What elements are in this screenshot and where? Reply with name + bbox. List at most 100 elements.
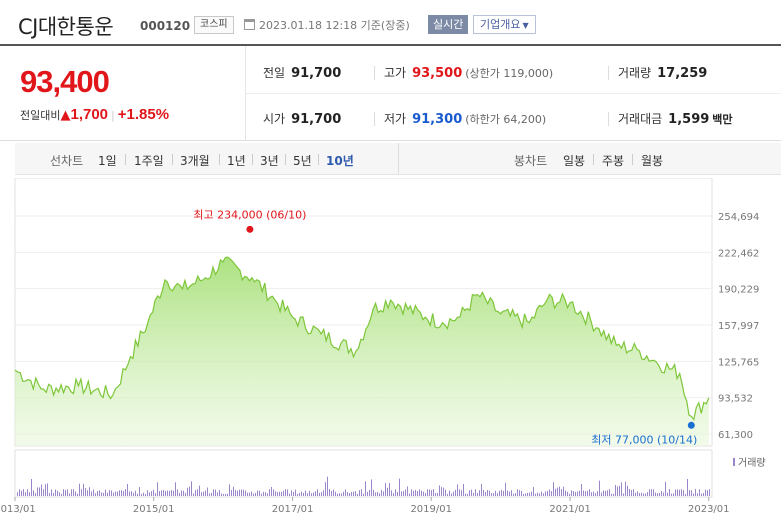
volume-bar [277,492,278,496]
company-info-dropdown[interactable]: 기업개요 ▼ [473,15,536,34]
tab-10y[interactable]: 10년 [326,154,354,168]
tab-daily[interactable]: 일봉 [563,154,586,168]
min-annotation: 최저 77,000 (10/14) [591,433,697,446]
volume-bar [159,491,160,496]
volume-bar [133,492,134,496]
volume-bar [673,493,674,496]
volume-bar [279,491,280,496]
volume-bar [465,493,466,496]
volume-bar [565,490,566,496]
volume-bar [433,489,434,496]
volume-bar [569,493,570,496]
y-axis-labels: 254,694 222,462 190,229 157,997 125,765 93,53… [718,212,759,441]
divider [252,154,253,165]
stock-code: 000120 [140,19,191,33]
volume-bar [55,489,56,496]
company-name: CJ대한통운 [18,15,114,39]
volume-bar [521,490,522,496]
volume-bar [587,490,588,496]
volume-bar [221,493,222,496]
volume-bar [655,492,656,496]
volume-bar [137,493,138,496]
tab-1w[interactable]: 1주일 [134,154,164,168]
volume-bar [131,491,132,496]
volume-bar [153,489,154,496]
volume-bar [167,490,168,496]
volume-bar [27,489,28,496]
volume-bar [525,493,526,496]
volume-bar [679,489,680,496]
realtime-button[interactable]: 실시간 [428,15,469,34]
volume-bar [309,490,310,496]
volume-bar [117,491,118,496]
volume-bar [577,491,578,496]
volume-bar [263,491,264,496]
price-chart[interactable]: 254,694 222,462 190,229 157,997 125,765 93,53… [0,178,781,526]
volume-bar [387,487,388,496]
divider [172,154,173,165]
volume-bar [601,492,602,496]
volume-frame [14,449,713,498]
volume-bar [599,480,600,496]
volume-bar [25,492,26,496]
volume-bar [109,490,110,496]
volume-bar [609,489,610,496]
volume-bar [39,487,40,496]
tab-5y[interactable]: 5년 [293,154,312,168]
volume-bar [247,492,248,496]
volume-bar [451,493,452,496]
volume-bar [69,493,70,496]
volume-bar [95,493,96,496]
volume-bar [45,484,46,496]
volume-bar [173,490,174,496]
open-value: 91,700 [291,112,342,127]
volume-bar [469,490,470,496]
volume-bar [421,490,422,496]
low-price: 저가 91,300 (하한가 64,200) [384,110,546,127]
volume-bar [511,490,512,496]
volume-bar [605,490,606,496]
volume-bar [203,491,204,496]
tab-1d[interactable]: 1일 [98,154,117,168]
volume-bar [463,484,464,496]
volume-bar [213,489,214,496]
volume-bar [681,489,682,496]
volume-bar [351,491,352,496]
amount-label: 거래대금 [618,112,663,126]
volume-bar [507,490,508,496]
volume-bar [239,489,240,496]
volume-bar [313,492,314,496]
tab-weekly[interactable]: 주봉 [602,154,625,168]
tab-monthly[interactable]: 월봉 [641,154,664,168]
volume-bar [691,490,692,496]
volume-bar [105,489,106,496]
volume-bar [37,487,38,496]
volume-bar [653,489,654,496]
volume-bar [643,493,644,496]
max-annotation: 최고 234,000 (06/10) [193,208,306,221]
tab-3y[interactable]: 3년 [260,154,279,168]
divider [318,154,319,165]
tab-3m[interactable]: 3개월 [180,154,210,168]
volume-bar [371,479,372,496]
volume-bar [209,493,210,496]
volume-bar [223,493,224,496]
volume-bar [249,492,250,496]
volume-bar [593,491,594,496]
volume-bar [89,487,90,496]
volume-bar [515,493,516,496]
tab-1y[interactable]: 1년 [227,154,246,168]
volume-bar [489,490,490,496]
volume-bar [395,489,396,496]
x-tick-label: 2019/01 [410,504,452,515]
volume-bar [467,493,468,496]
x-tick-label: 2013/01 [0,504,36,515]
volume-bar [121,490,122,496]
volume-bar [367,491,368,496]
volume-bar [657,493,658,496]
volume-bar [345,489,346,496]
volume-bar [629,489,630,496]
volume-bar [703,492,704,496]
volume-bar [23,489,24,496]
volume-bar [75,491,76,496]
